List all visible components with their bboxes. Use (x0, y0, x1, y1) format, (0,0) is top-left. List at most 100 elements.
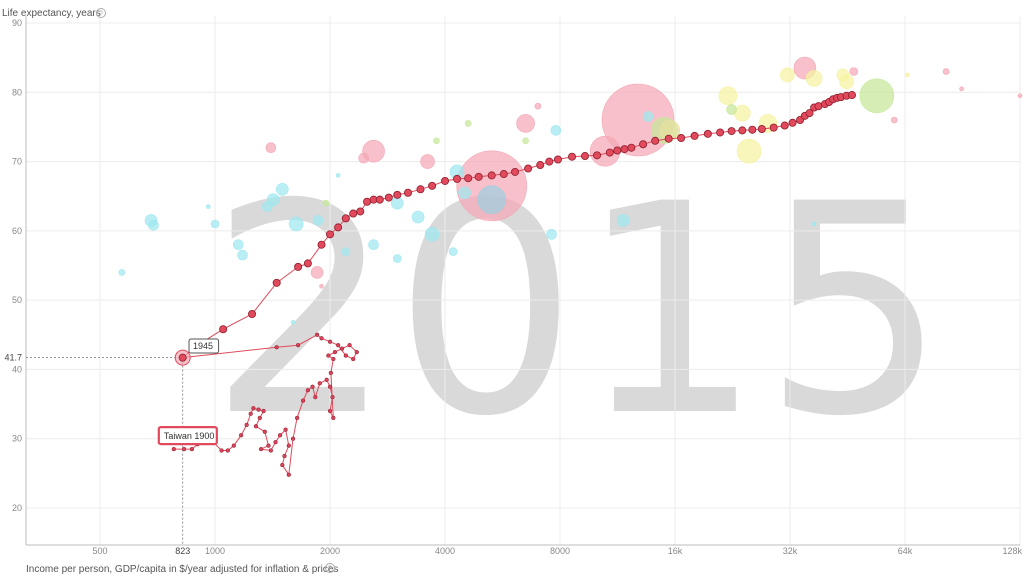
trail-point[interactable] (464, 174, 473, 183)
trail-point[interactable] (536, 161, 545, 170)
trail-point[interactable] (848, 91, 857, 100)
country-bubble[interactable] (726, 104, 737, 115)
trail-point[interactable] (738, 126, 747, 135)
trail-point[interactable] (286, 472, 291, 477)
trail-point[interactable] (627, 143, 636, 152)
country-bubble[interactable] (433, 137, 440, 145)
trail-point[interactable] (620, 145, 629, 154)
trail-point[interactable] (319, 336, 324, 341)
trail-point[interactable] (171, 446, 176, 452)
country-bubble[interactable] (859, 78, 895, 114)
trail-point[interactable] (248, 309, 257, 318)
trail-point[interactable] (331, 356, 336, 362)
trail-point[interactable] (384, 193, 393, 202)
x-axis-title[interactable]: Income per person, GDP/capita in $/year … (26, 564, 338, 575)
trail-point[interactable] (327, 339, 333, 344)
trail-point[interactable] (351, 356, 356, 362)
trail-point[interactable] (280, 462, 285, 468)
trail-point[interactable] (511, 167, 520, 176)
trail-point[interactable] (788, 118, 797, 127)
trail-point[interactable] (716, 128, 725, 137)
trail-point[interactable] (303, 259, 312, 268)
trail-point[interactable] (327, 384, 333, 389)
trail-point[interactable] (317, 240, 326, 249)
trail-point[interactable] (294, 415, 300, 421)
trail-point[interactable] (268, 448, 274, 453)
trail-point[interactable] (273, 440, 278, 445)
country-bubble[interactable] (390, 196, 404, 210)
trail-point[interactable] (375, 195, 384, 204)
country-bubble[interactable] (905, 72, 910, 78)
country-bubble[interactable] (322, 199, 330, 207)
country-bubble[interactable] (890, 116, 898, 124)
trail-point[interactable] (300, 398, 306, 403)
trail-point[interactable] (335, 343, 341, 348)
trail-point[interactable] (639, 140, 648, 149)
trail-point[interactable] (248, 411, 253, 416)
country-bubble[interactable] (341, 247, 351, 256)
trail-point[interactable] (613, 146, 622, 155)
country-bubble[interactable] (424, 227, 440, 242)
trail-point[interactable] (290, 436, 296, 441)
trail-point[interactable] (347, 343, 352, 348)
country-bubble[interactable] (805, 70, 823, 87)
trail-point[interactable] (593, 151, 602, 160)
trail-point[interactable] (330, 394, 335, 400)
trail-point[interactable] (326, 353, 331, 358)
trail-point[interactable] (363, 197, 372, 206)
trail-point[interactable] (219, 325, 228, 334)
trail-point[interactable] (334, 223, 343, 232)
trail-point[interactable] (266, 443, 271, 448)
trail-point[interactable] (313, 394, 318, 400)
trail-point[interactable] (748, 125, 757, 134)
trail-point[interactable] (305, 388, 311, 393)
trail-start-label[interactable]: Taiwan 1900 (157, 426, 218, 446)
trail-point[interactable] (256, 407, 261, 412)
trail-point[interactable] (339, 346, 345, 351)
country-bubble[interactable] (411, 210, 425, 224)
trail-point[interactable] (331, 415, 336, 421)
trail-point[interactable] (328, 370, 334, 376)
trail-point[interactable] (349, 209, 358, 218)
trail-point[interactable] (651, 136, 660, 145)
trail-point[interactable] (219, 448, 224, 453)
trail-point[interactable] (703, 129, 712, 138)
trail-point[interactable] (677, 134, 686, 143)
x-axis-help-icon[interactable]: ? (325, 563, 335, 573)
trail-point[interactable] (225, 448, 230, 453)
trail-point[interactable] (727, 127, 736, 136)
country-bubble[interactable] (642, 111, 654, 122)
country-bubble[interactable] (265, 142, 277, 154)
trail-point[interactable] (524, 164, 533, 173)
country-bubble[interactable] (448, 247, 458, 256)
y-axis-title[interactable]: Life expectancy, years (2, 8, 101, 19)
country-bubble[interactable] (811, 221, 817, 227)
country-bubble[interactable] (312, 215, 324, 226)
country-bubble[interactable] (335, 173, 341, 178)
country-bubble[interactable] (237, 249, 248, 261)
country-bubble[interactable] (310, 266, 324, 279)
trail-point[interactable] (283, 427, 288, 432)
country-bubble[interactable] (118, 269, 126, 276)
country-bubble[interactable] (458, 186, 471, 200)
trail-point[interactable] (258, 446, 264, 452)
trail-point[interactable] (272, 278, 281, 287)
trail-point[interactable] (251, 406, 256, 411)
country-bubble[interactable] (718, 86, 738, 106)
y-axis-help-icon[interactable]: ? (96, 8, 106, 18)
trail-point[interactable] (261, 408, 266, 414)
trail-point[interactable] (757, 125, 766, 134)
trail-point[interactable] (277, 433, 283, 438)
country-bubble[interactable] (550, 125, 562, 136)
country-bubble[interactable] (464, 120, 472, 127)
country-bubble[interactable] (516, 114, 535, 133)
country-bubble[interactable] (420, 154, 435, 169)
trail-point[interactable] (262, 429, 267, 434)
country-bubble[interactable] (959, 86, 964, 92)
country-bubble[interactable] (534, 102, 542, 110)
trail-point[interactable] (341, 214, 350, 223)
trail-point[interactable] (404, 188, 413, 197)
trail-point[interactable] (295, 343, 301, 348)
country-bubble[interactable] (616, 214, 630, 227)
country-bubble[interactable] (261, 201, 273, 212)
